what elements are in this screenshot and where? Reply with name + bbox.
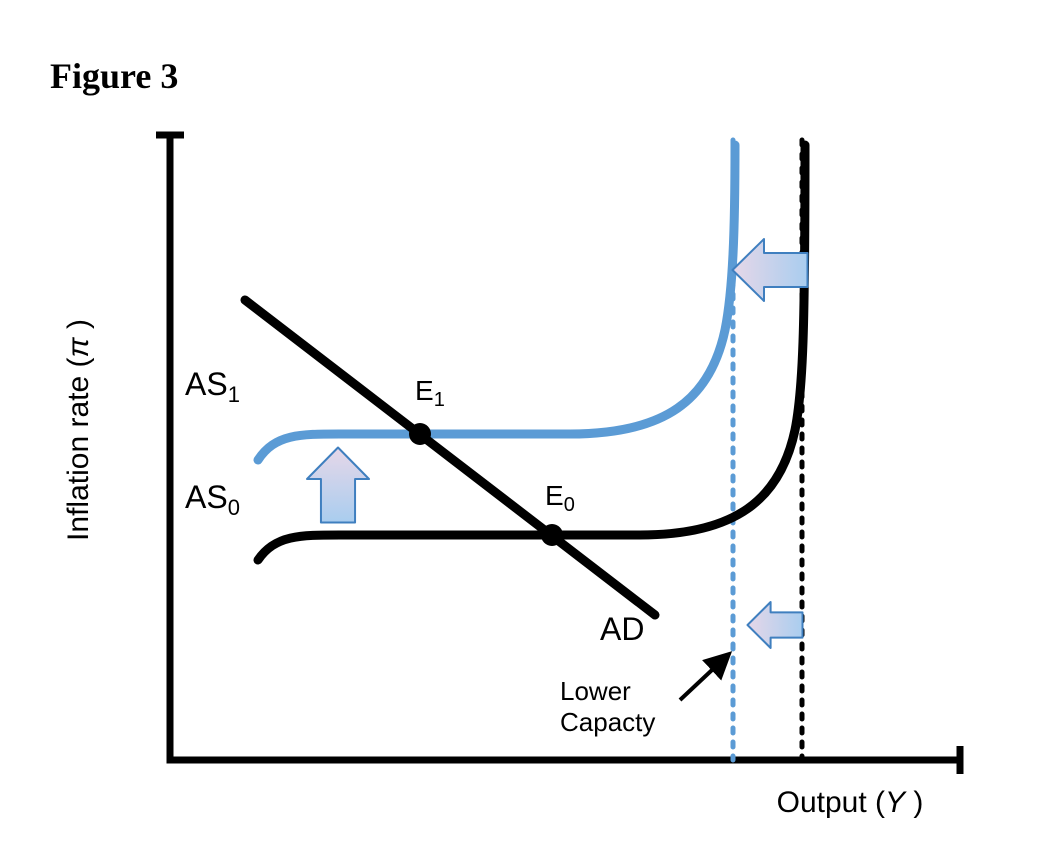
- as1-label: AS1: [185, 366, 240, 407]
- lower-capacity-label-2: Capacty: [560, 707, 655, 737]
- lower-capacity-pointer: [680, 655, 728, 700]
- e1-point: [409, 423, 431, 445]
- ad-curve: [245, 300, 655, 615]
- figure-stage: Figure 3 Inflation rate (π )Output (Y )E…: [0, 0, 1049, 861]
- e0-point-label: E0: [545, 480, 575, 516]
- economics-diagram: Inflation rate (π ) Output (Y ) E0 E1 AS0 AS1…: [0, 0, 1049, 861]
- x-axis-label: Output (Y ): [777, 786, 924, 819]
- shift-up-arrow-icon: [307, 448, 369, 523]
- lower-capacity-label-1: Lower: [560, 676, 631, 706]
- shift-left-top-arrow-icon: [733, 239, 808, 301]
- y-axis-label: Inflation rate (π ): [62, 319, 95, 541]
- as0-label: AS0: [185, 479, 240, 520]
- e0-point: [541, 524, 563, 546]
- shift-left-bottom-arrow-icon: [748, 602, 803, 648]
- e1-point-label: E1: [415, 375, 445, 411]
- as1-curve: [258, 145, 735, 460]
- ad-label: AD: [600, 611, 644, 647]
